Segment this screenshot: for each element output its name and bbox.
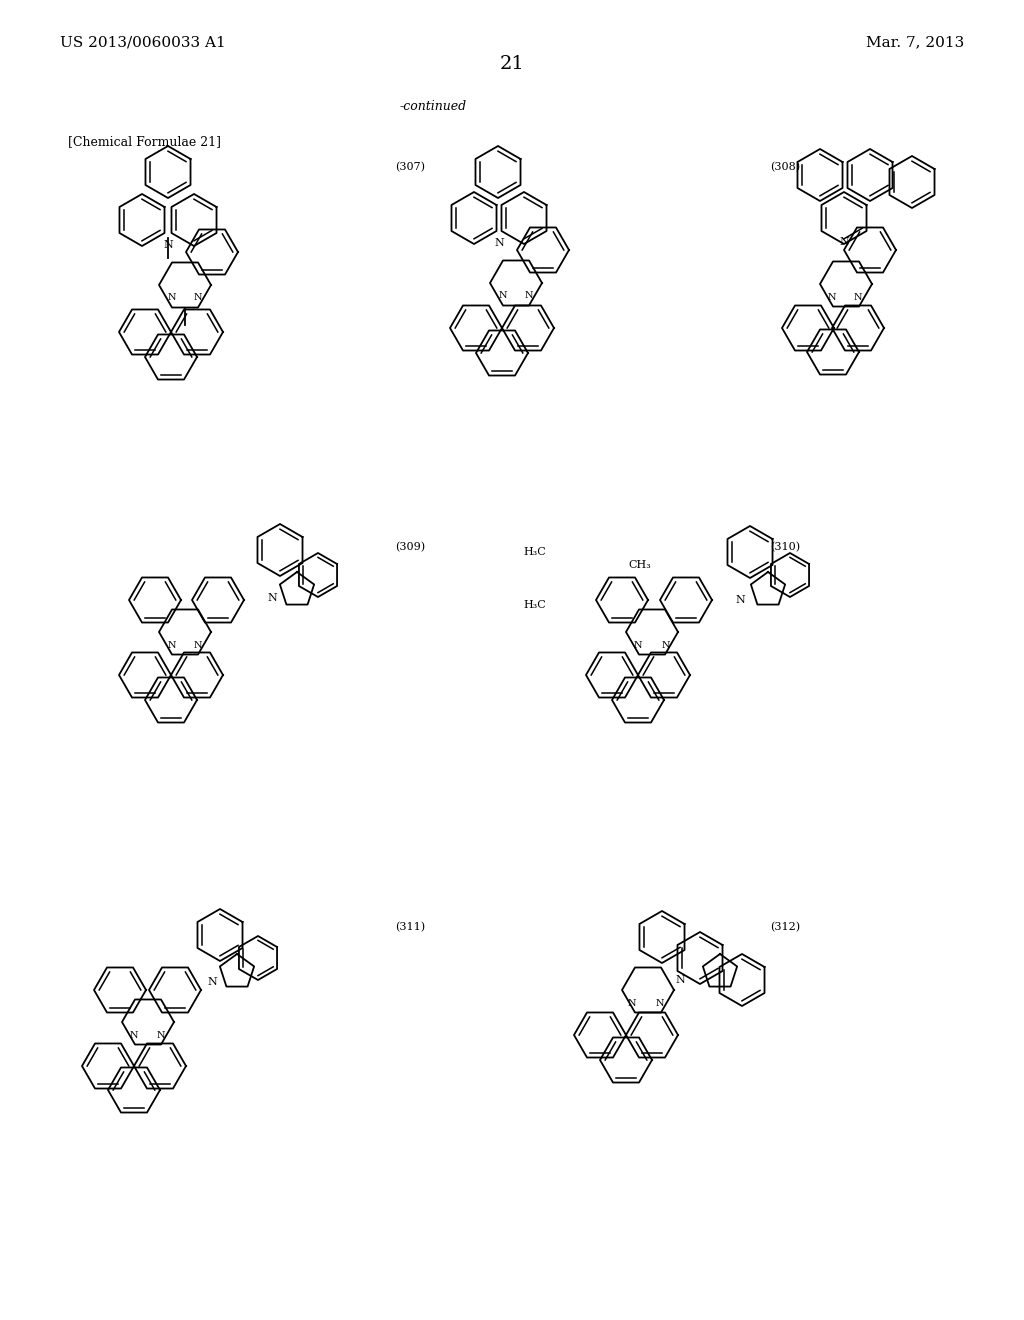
Text: US 2013/0060033 A1: US 2013/0060033 A1 [60,36,225,49]
Text: N: N [524,292,534,301]
Text: H₃C: H₃C [523,546,547,557]
Text: N: N [634,640,642,649]
Text: 21: 21 [500,55,524,73]
Text: (307): (307) [395,162,425,173]
Text: N: N [655,998,665,1007]
Text: N: N [157,1031,165,1040]
Text: N: N [628,998,636,1007]
Text: N: N [495,238,504,248]
Text: H₃C: H₃C [523,601,547,610]
Text: (309): (309) [395,543,425,552]
Text: N: N [207,977,217,987]
Text: (312): (312) [770,921,800,932]
Text: (311): (311) [395,921,425,932]
Text: N: N [194,293,203,302]
Text: N: N [675,975,685,985]
Text: N: N [163,240,173,249]
Text: N: N [168,640,176,649]
Text: CH₃: CH₃ [629,560,651,570]
Text: N: N [267,593,276,603]
Text: N: N [735,595,744,605]
Text: (310): (310) [770,543,800,552]
Text: N: N [168,293,176,302]
Text: N: N [839,238,849,247]
Text: N: N [854,293,862,301]
Text: [Chemical Formulae 21]: [Chemical Formulae 21] [68,135,221,148]
Text: N: N [499,292,507,301]
Text: N: N [662,640,671,649]
Text: (308): (308) [770,162,800,173]
Text: -continued: -continued [400,100,467,114]
Text: N: N [130,1031,138,1040]
Text: N: N [194,640,203,649]
Text: N: N [827,293,837,301]
Text: Mar. 7, 2013: Mar. 7, 2013 [865,36,964,49]
